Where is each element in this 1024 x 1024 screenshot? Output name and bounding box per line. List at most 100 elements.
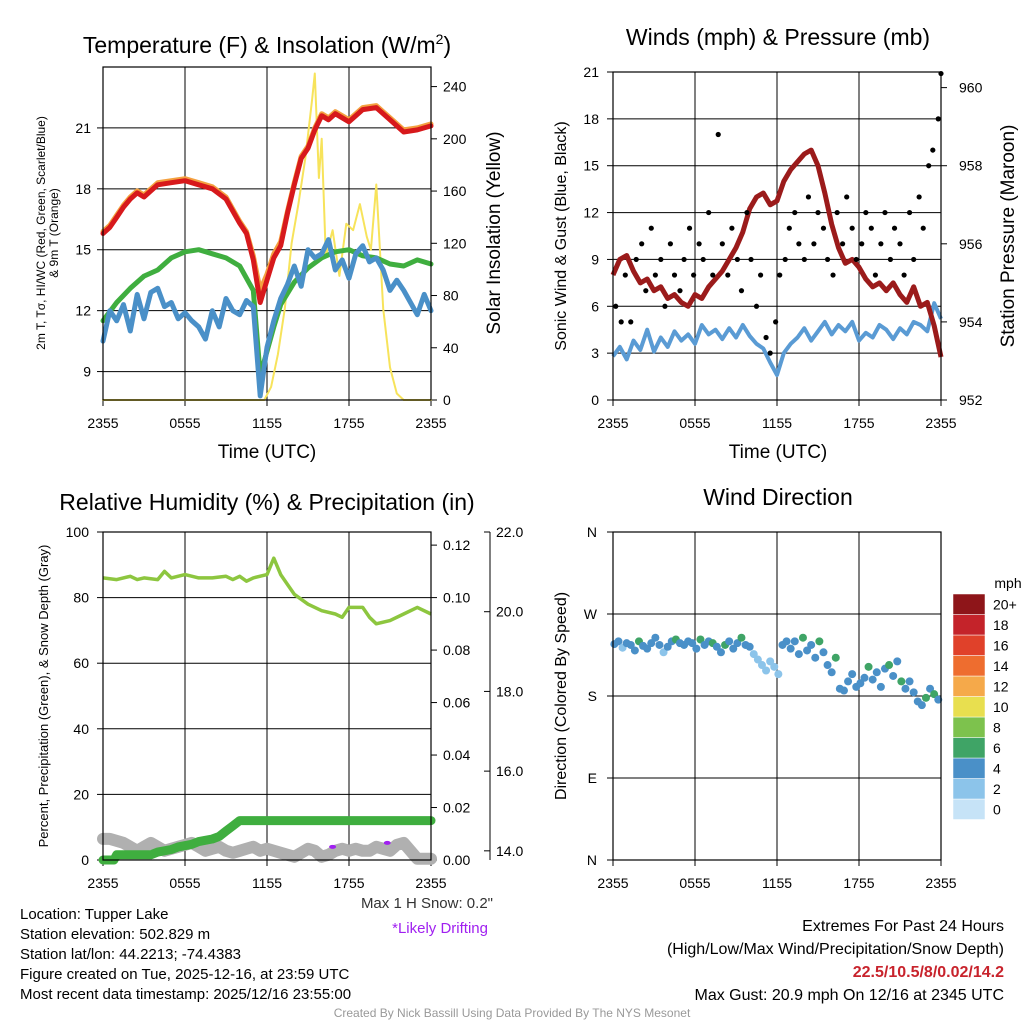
panel2-ylabel: Sonic Wind & Gust (Blue, Black) xyxy=(553,121,570,350)
panel3-title: Relative Humidity (%) & Precipitation (i… xyxy=(59,489,474,515)
panel4-direction-point xyxy=(905,677,914,686)
panel2-gust-point xyxy=(911,256,917,263)
panel1-ylabel: 2m T, Tσ, HI/WC (Red, Green, Scarlet/Blu… xyxy=(34,116,48,350)
panel1-ytick-label: 9 xyxy=(83,364,91,380)
panel1-series-3 xyxy=(100,237,434,399)
panel4-ytick-label: N xyxy=(587,524,597,540)
panel4-direction-point xyxy=(774,670,783,679)
panel2-gust-point xyxy=(792,209,798,216)
panel3-drift-point xyxy=(383,840,391,845)
panel4-frame xyxy=(612,531,942,861)
panel4-xtick-label: 2355 xyxy=(597,875,628,891)
panel2-gust-point xyxy=(834,209,840,216)
panel3-xtick-label: 1755 xyxy=(333,875,364,891)
panel2-y2tick-label: 952 xyxy=(959,392,983,408)
panel2-gust-point xyxy=(840,241,846,247)
panel2-wind-line xyxy=(611,301,943,377)
panel4-xtick-label: 2355 xyxy=(925,875,956,891)
panel2-gust-point xyxy=(830,272,836,278)
panel1-ytick-label: 12 xyxy=(75,303,91,319)
legend-swatch xyxy=(952,655,986,677)
panel4-direction-point xyxy=(786,644,795,653)
panel4-direction-point xyxy=(856,679,865,688)
panel4-direction-point xyxy=(815,637,824,646)
panel3-ylabel: Percent, Precipitation (Green), & Snow D… xyxy=(36,545,51,848)
station-elevation: Station elevation: 502.829 m xyxy=(20,926,211,943)
panel2-y2tick-label: 960 xyxy=(959,80,983,96)
panel2-gust-point xyxy=(824,256,831,263)
recent-timestamp: Most recent data timestamp: 2025/12/16 2… xyxy=(20,986,352,1003)
panel2-gust-point xyxy=(859,241,865,247)
panel2-ytick-label: 12 xyxy=(583,205,599,221)
panel4-direction-point xyxy=(733,639,742,648)
panel4-direction-point xyxy=(790,637,799,646)
panel3-ytick-label: 0 xyxy=(81,852,89,868)
extremes-description: (High/Low/Max Wind/Precipitation/Snow De… xyxy=(666,941,1004,958)
panel4-direction-point xyxy=(798,633,807,642)
panel4-direction-point xyxy=(807,640,816,649)
panel4-direction-point xyxy=(926,684,935,693)
panel2-ytick-label: 6 xyxy=(591,298,599,314)
legend-swatch xyxy=(952,675,986,697)
panel2-xtick-label: 1755 xyxy=(843,415,874,431)
panel4-direction-point xyxy=(823,661,832,670)
station-latlon: Station lat/lon: 44.2213; -74.4383 xyxy=(20,946,242,963)
legend-swatch xyxy=(952,716,986,738)
legend-swatch xyxy=(952,737,986,759)
panel4-direction-point xyxy=(889,671,898,680)
panel1-y2tick-label: 240 xyxy=(443,79,467,95)
panel2-gust-point xyxy=(916,194,922,200)
legend-label: 16 xyxy=(993,637,1009,653)
legend-label: 8 xyxy=(993,719,1001,735)
panel1-y2tick-label: 40 xyxy=(443,340,459,356)
panel2-gust-point xyxy=(648,225,654,231)
panel2-gust-point xyxy=(639,241,645,247)
legend-swatch xyxy=(952,798,986,820)
panel2-gust-point xyxy=(618,319,624,325)
panel4-direction-point xyxy=(827,668,836,677)
panel4-direction-point xyxy=(688,639,697,648)
panel3-xtick-label: 2355 xyxy=(87,875,118,891)
panel2-gust-point xyxy=(805,194,812,200)
panel4-direction-point xyxy=(762,666,771,675)
panel2-gust-point xyxy=(738,288,745,294)
panel2-pressure-line xyxy=(610,147,944,358)
panel3-ytick-label: 60 xyxy=(73,655,89,671)
panel4-direction-point xyxy=(934,695,943,704)
panel4-direction-point xyxy=(647,639,656,648)
panel4-direction-point xyxy=(872,668,881,677)
panel3-precip-line xyxy=(98,816,436,865)
panel2-y2tick-label: 956 xyxy=(959,236,983,252)
panel4-direction-point xyxy=(614,637,623,646)
panel3-ytick-label: 40 xyxy=(73,721,89,737)
panel1-xtick-label: 1155 xyxy=(252,415,282,431)
figure-created: Figure created on Tue, 2025-12-16, at 23… xyxy=(20,966,350,983)
panel4-direction-point xyxy=(819,648,828,657)
panel1-xtick-label: 1755 xyxy=(333,415,364,431)
panel2-title: Winds (mph) & Pressure (mb) xyxy=(626,24,930,50)
legend-swatch xyxy=(952,634,986,656)
panel1-xtick-label: 2355 xyxy=(87,415,118,431)
panel2-gust-point xyxy=(729,225,735,231)
panel4-direction-point xyxy=(655,640,664,649)
panel2-gust-point xyxy=(863,209,869,216)
legend-label: 18 xyxy=(993,617,1009,633)
panel1-xtick-label: 0555 xyxy=(169,415,200,431)
panel4-ylabel: Direction (Colored By Speed) xyxy=(553,592,570,800)
panel2-gust-point xyxy=(853,256,859,263)
panel3-y2tick-label: 0.02 xyxy=(443,800,470,816)
panel4-direction-point xyxy=(626,640,635,649)
panel1-y2tick-label: 0 xyxy=(443,392,451,408)
legend-label: 4 xyxy=(993,760,1001,776)
panel3-frame xyxy=(102,531,432,861)
panel4-direction-point xyxy=(725,637,734,646)
panel2-gust-point xyxy=(677,288,683,294)
panel2-gust-point xyxy=(715,131,721,138)
panel4-direction-point xyxy=(921,693,930,702)
panel3-y3tick-label: 16.0 xyxy=(496,763,523,779)
panel2-y2tick-label: 954 xyxy=(959,314,983,330)
legend-label: 6 xyxy=(993,740,1001,756)
panel2-gust-point xyxy=(633,256,639,263)
panel2-gust-point xyxy=(696,241,702,247)
panel2-gust-point xyxy=(658,256,664,263)
